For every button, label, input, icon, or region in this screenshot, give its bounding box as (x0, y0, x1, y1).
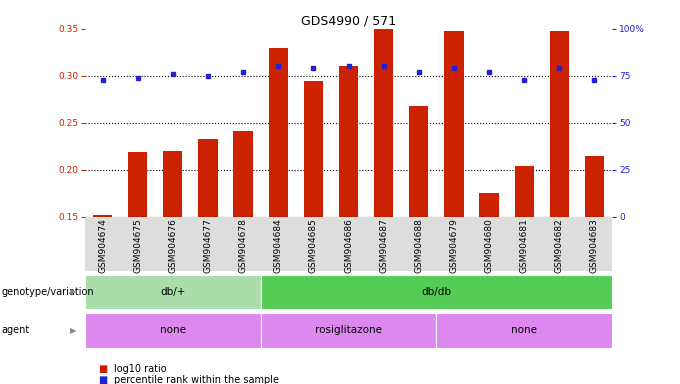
Text: none: none (160, 325, 186, 335)
Bar (549, 31, 569, 217)
Title: GDS4990 / 571: GDS4990 / 571 (301, 15, 396, 28)
Text: genotype/variation: genotype/variation (1, 287, 94, 297)
Text: agent: agent (1, 325, 30, 335)
Text: ■: ■ (99, 364, 108, 374)
Bar (93, 215, 112, 217)
Bar (479, 194, 498, 217)
Bar (269, 48, 288, 217)
Text: db/+: db/+ (160, 287, 186, 297)
Bar (409, 106, 428, 217)
Bar (374, 29, 393, 217)
Bar (339, 66, 358, 217)
Bar (444, 31, 464, 217)
Text: ■: ■ (99, 375, 108, 384)
Text: none: none (511, 325, 537, 335)
Text: percentile rank within the sample: percentile rank within the sample (114, 375, 279, 384)
Text: rosiglitazone: rosiglitazone (315, 325, 382, 335)
Text: ▶: ▶ (70, 287, 77, 296)
Bar (163, 151, 182, 217)
Text: ▶: ▶ (70, 326, 77, 335)
Text: log10 ratio: log10 ratio (114, 364, 166, 374)
Bar (304, 81, 323, 217)
Bar (233, 131, 253, 217)
Bar (128, 152, 148, 217)
Text: db/db: db/db (422, 287, 452, 297)
Bar (585, 156, 604, 217)
Bar (515, 166, 534, 217)
Bar (199, 139, 218, 217)
